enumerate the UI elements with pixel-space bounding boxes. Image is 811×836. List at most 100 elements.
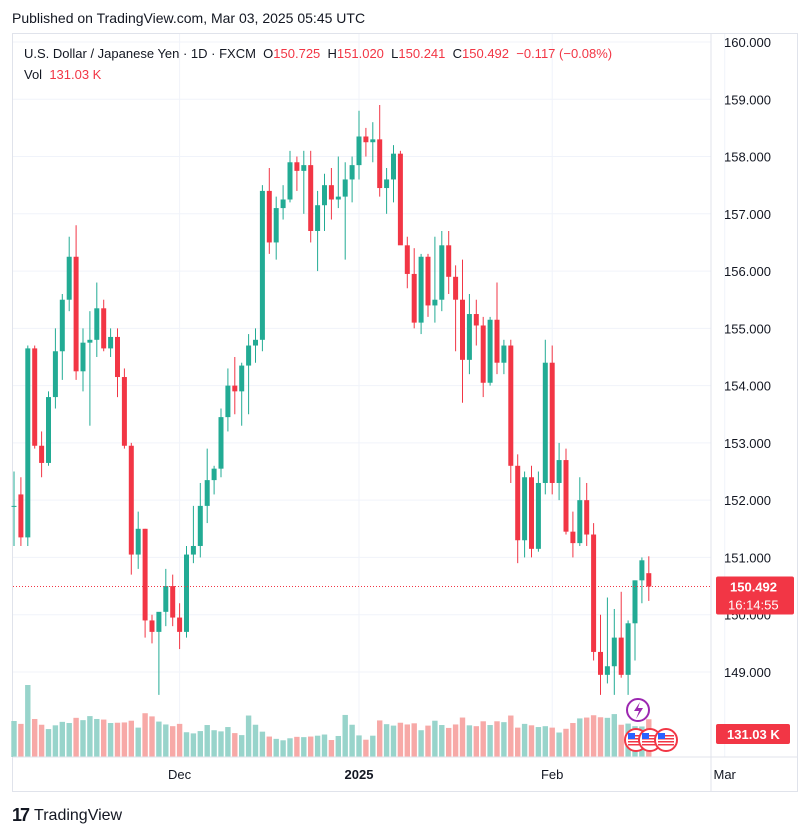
- candle-body: [377, 139, 383, 189]
- volume-layer: [11, 685, 652, 757]
- y-tick-label: 155.000: [724, 321, 771, 336]
- candle-body: [473, 314, 479, 326]
- volume-value: 131.03 K: [49, 67, 102, 82]
- candle-body: [66, 256, 72, 300]
- candle-body: [115, 336, 120, 378]
- candle-body: [163, 586, 169, 612]
- volume-bar: [170, 726, 176, 757]
- flag-stripe: [628, 741, 644, 743]
- published-caption: Published on TradingView.com, Mar 03, 20…: [12, 10, 366, 26]
- volume-bar: [94, 718, 100, 757]
- tradingview-wordmark: TradingView: [34, 806, 123, 824]
- chart-frame: [12, 33, 798, 792]
- flag-stripe: [658, 741, 674, 743]
- candle-body: [108, 336, 114, 349]
- y-tick-label: 153.000: [724, 436, 771, 451]
- candle-body: [59, 299, 65, 352]
- candle-body: [494, 319, 500, 363]
- low-value: 150.241: [398, 46, 446, 61]
- candle-body: [639, 560, 645, 581]
- volume-bar: [52, 725, 59, 757]
- lightning-bolt-icon: [634, 702, 643, 719]
- volume-bar: [542, 726, 548, 757]
- change-value: −0.117 (−0.08%): [516, 46, 613, 61]
- candle-body: [556, 460, 562, 483]
- candle-body: [273, 208, 279, 243]
- candle-body: [39, 445, 45, 463]
- candle-body: [453, 276, 459, 300]
- volume-bar: [404, 724, 410, 757]
- flag-stripe: [658, 738, 674, 740]
- ohlc-legend: U.S. Dollar / Japanese Yen · 1D · FXCM O…: [24, 46, 612, 61]
- candle-body: [542, 362, 548, 483]
- volume-bar: [370, 735, 376, 757]
- candle-body: [418, 256, 424, 323]
- open-value: 150.725: [273, 46, 321, 61]
- candle-body: [584, 500, 590, 535]
- volume-bar: [114, 722, 121, 757]
- y-tick-label: 156.000: [724, 264, 771, 279]
- volume-bar: [135, 727, 141, 757]
- candle-body: [425, 256, 431, 306]
- volume-bar: [232, 733, 238, 757]
- volume-bar: [356, 735, 362, 757]
- volume-bar: [32, 718, 38, 757]
- candle-body: [618, 637, 624, 675]
- axis-layer: 160.000 159.000 158.000 157.000 156.000 155.0…: [13, 34, 798, 792]
- candle-body: [73, 256, 79, 372]
- y-tick-label: 151.000: [724, 550, 771, 565]
- candle-body: [287, 162, 293, 200]
- volume-bar: [294, 736, 300, 757]
- tradingview-logo[interactable]: 17 TradingView: [12, 805, 122, 826]
- volume-bar: [11, 721, 17, 757]
- volume-bar: [563, 728, 569, 757]
- candle-body: [232, 385, 238, 392]
- candle-body: [266, 190, 272, 243]
- close-label: C: [452, 46, 463, 61]
- volume-badge: [716, 724, 790, 744]
- flag-stripe: [658, 735, 674, 737]
- volume-bar: [73, 717, 79, 757]
- candle-body: [253, 339, 258, 346]
- candle-body: [204, 480, 210, 506]
- candle-body: [87, 339, 93, 343]
- volume-bar: [197, 731, 203, 757]
- y-tick-label: 152.000: [724, 493, 771, 508]
- candle-body: [142, 528, 148, 621]
- last-price-value: 150.492: [730, 580, 777, 595]
- volume-bar: [556, 732, 562, 757]
- volume-bar: [611, 714, 617, 757]
- volume-bar: [432, 720, 438, 757]
- candle-body: [11, 505, 17, 507]
- x-tick-label: Feb: [541, 767, 563, 782]
- volume-bar: [301, 737, 307, 757]
- candle-body: [128, 445, 134, 555]
- volume-bar: [156, 721, 162, 757]
- candle-body: [135, 528, 141, 555]
- volume-bar: [597, 717, 604, 757]
- candle-body: [46, 397, 51, 463]
- volume-bar: [618, 724, 624, 757]
- candle-body: [432, 299, 438, 306]
- us-flag-event-icon: [654, 728, 678, 752]
- open-label: O: [263, 46, 274, 61]
- candle-body: [501, 345, 507, 363]
- flag-stripe: [628, 735, 644, 737]
- volume-bar: [321, 734, 328, 757]
- volume-bar: [604, 717, 611, 757]
- volume-bar: [266, 736, 272, 757]
- flag-stripe: [628, 738, 644, 740]
- volume-bar: [280, 740, 286, 757]
- volume-bar: [528, 725, 535, 757]
- volume-bar: [549, 727, 555, 757]
- volume-bar: [176, 723, 183, 757]
- low-label: L: [391, 46, 399, 61]
- volume-bar: [287, 738, 293, 757]
- y-tick-label: 158.000: [724, 150, 771, 165]
- volume-bar: [128, 720, 134, 757]
- volume-bar: [45, 729, 52, 757]
- volume-bar: [163, 724, 169, 757]
- volume-bar: [487, 725, 493, 757]
- volume-bar: [425, 725, 431, 757]
